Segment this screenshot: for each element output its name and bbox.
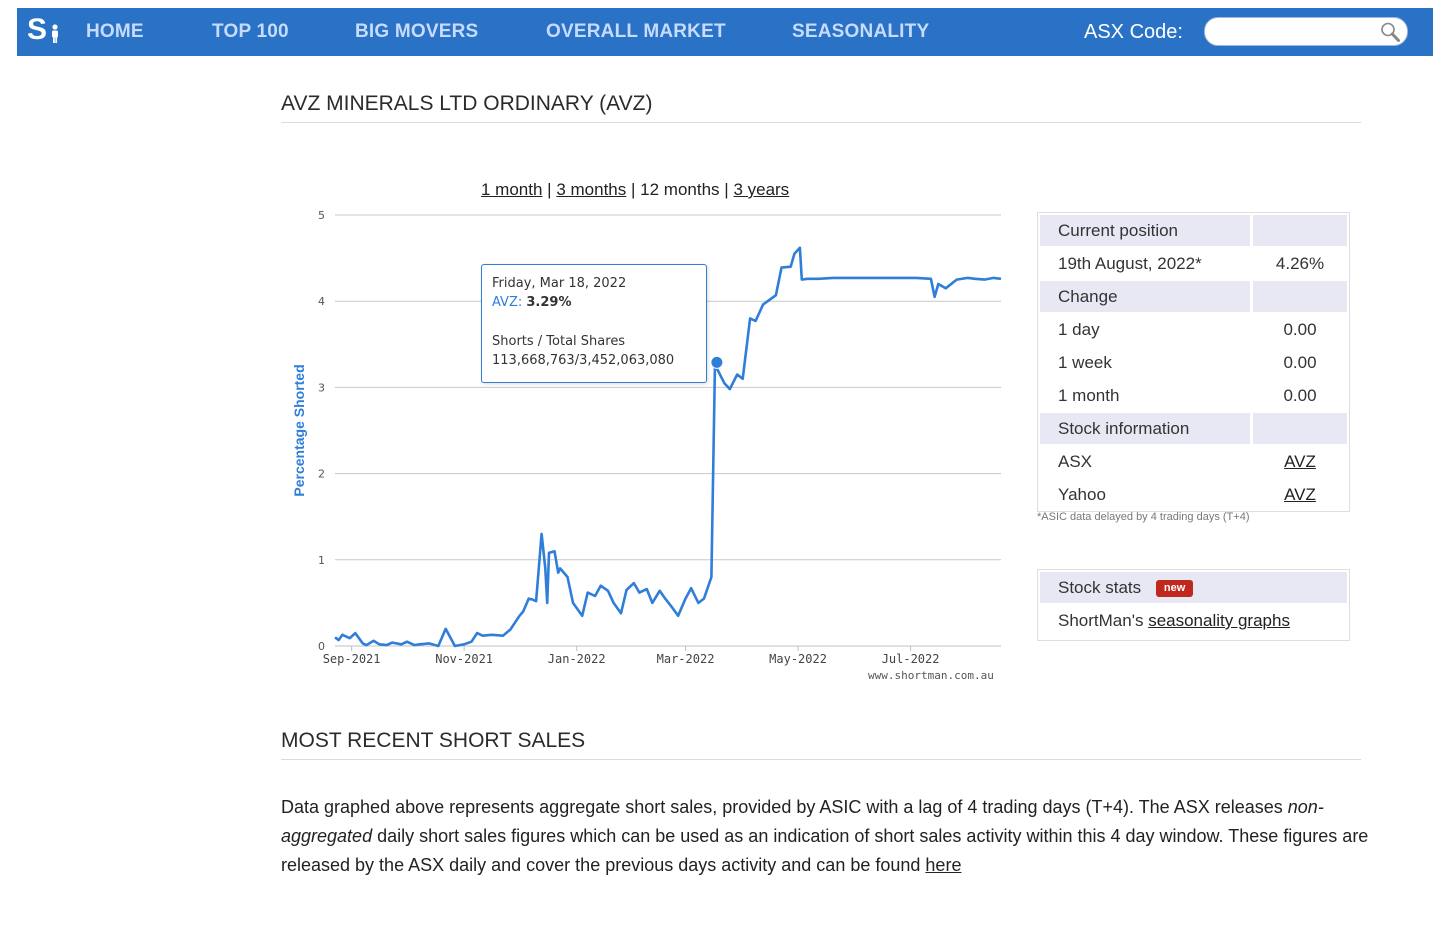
asic-delay-note: *ASIC data delayed by 4 trading days (T+…: [1037, 511, 1250, 523]
range-separator: |: [547, 180, 552, 199]
change-value: 0.00: [1283, 353, 1317, 372]
paragraph-emphasis: non-aggregated: [281, 797, 1324, 846]
paragraph-text: Data graphed above represents aggregate …: [281, 797, 1283, 817]
stock-stats-panel: Stock stats new ShortMan's seasonality g…: [1037, 569, 1350, 641]
seasonality-graphs-link[interactable]: seasonality graphs: [1148, 611, 1290, 630]
tooltip-value: 3.29%: [526, 295, 572, 310]
short-position-chart[interactable]: 0 1 2 3 4 5 Sep-2021 Nov-2021 Jan-2022 Mar-2022 Ma…: [285, 200, 1015, 670]
change-period: 1 month: [1058, 386, 1120, 405]
logo-letter: S: [27, 13, 48, 46]
x-tick-label: Nov-2021: [435, 652, 493, 666]
top-nav-bar: S HOME TOP 100 BIG MOVERS OVERALL MARKET…: [17, 8, 1433, 56]
tooltip-detail: 113,668,763/3,452,063,080: [492, 353, 675, 368]
x-tick-label: Jan-2022: [548, 652, 606, 666]
current-position-row: 19th August, 2022* 4.26%: [1040, 248, 1347, 279]
nav-seasonality[interactable]: SEASONALITY: [792, 21, 930, 42]
highlight-point: [710, 355, 724, 369]
asx-code-input[interactable]: [1215, 21, 1379, 43]
y-tick-label: 3: [318, 381, 325, 394]
stock-link-source: Yahoo: [1058, 485, 1106, 504]
recent-short-sales-text: Data graphed above represents aggregate …: [281, 793, 1371, 880]
paragraph-text: These figures are released by the ASX da…: [281, 826, 1369, 875]
current-position-header: Current position: [1040, 215, 1347, 246]
change-header: Change: [1040, 281, 1347, 312]
stock-link-row-asx: ASX AVZ: [1040, 446, 1347, 477]
asx-short-sales-link[interactable]: here: [925, 855, 962, 875]
nav-top-100[interactable]: TOP 100: [212, 21, 289, 42]
asx-stock-link[interactable]: AVZ: [1284, 452, 1316, 471]
x-tick-label: Sep-2021: [323, 652, 381, 666]
x-tick-label: Jul-2022: [882, 652, 940, 666]
search-icon[interactable]: [1379, 21, 1401, 43]
site-logo[interactable]: S: [27, 13, 63, 48]
chart-tooltip: Friday, Mar 18, 2022 AVZ: 3.29% Shorts /…: [481, 264, 707, 383]
change-period: 1 day: [1058, 320, 1100, 339]
recent-short-sales-title: MOST RECENT SHORT SALES: [281, 729, 1361, 760]
change-row-1-month: 1 month 0.00: [1040, 380, 1347, 411]
stock-link-source: ASX: [1058, 452, 1093, 471]
stock-stats-header: Stock stats new: [1040, 572, 1347, 603]
yahoo-stock-link[interactable]: AVZ: [1284, 485, 1316, 504]
paragraph-text: daily short sales figures which can be u…: [377, 826, 1224, 846]
seasonality-prefix: ShortMan's: [1058, 611, 1144, 630]
chart-range-selector: 1 month | 3 months | 12 months | 3 years: [481, 180, 789, 200]
change-period: 1 week: [1058, 353, 1112, 372]
range-separator: |: [631, 180, 636, 199]
tooltip-label: Shorts / Total Shares: [492, 334, 626, 349]
y-tick-label: 0: [318, 640, 325, 653]
tooltip-series: AVZ: [492, 295, 518, 310]
range-12-months-selected: 12 months: [640, 180, 720, 199]
nav-big-movers[interactable]: BIG MOVERS: [355, 21, 479, 42]
stock-info-header: Stock information: [1040, 413, 1347, 444]
nav-home[interactable]: HOME: [86, 21, 144, 42]
range-separator: |: [724, 180, 729, 199]
change-label: Change: [1040, 281, 1250, 312]
short-position-line: [334, 246, 1002, 648]
asx-code-search: [1204, 17, 1408, 46]
change-row-1-week: 1 week 0.00: [1040, 347, 1347, 378]
current-position-value: 4.26%: [1275, 254, 1325, 273]
tooltip-date: Friday, Mar 18, 2022: [492, 276, 627, 291]
y-tick-label: 4: [318, 295, 325, 308]
asx-code-label: ASX Code:: [1084, 21, 1183, 43]
y-tick-label: 2: [318, 468, 325, 481]
stock-info-label: Stock information: [1040, 413, 1250, 444]
seasonality-line: ShortMan's seasonality graphs: [1058, 611, 1290, 631]
tooltip-value-line: AVZ: 3.29%: [492, 295, 572, 310]
chart-credit[interactable]: www.shortman.com.au: [868, 669, 994, 682]
x-tick-label: Mar-2022: [657, 652, 715, 666]
change-row-1-day: 1 day 0.00: [1040, 314, 1347, 345]
y-axis-title: Percentage Shorted: [291, 364, 307, 496]
logo-person-icon: [52, 24, 58, 43]
y-tick-label: 5: [318, 209, 325, 222]
range-1-month[interactable]: 1 month: [481, 180, 543, 199]
y-tick-label: 1: [318, 554, 325, 567]
range-3-years[interactable]: 3 years: [733, 180, 790, 199]
current-position-date: 19th August, 2022*: [1058, 254, 1202, 273]
range-3-months[interactable]: 3 months: [556, 180, 627, 199]
stats-panel: Current position 19th August, 2022* 4.26…: [1037, 212, 1350, 512]
new-badge: new: [1155, 580, 1194, 597]
page-title: AVZ MINERALS LTD ORDINARY (AVZ): [281, 92, 1361, 123]
nav-overall-market[interactable]: OVERALL MARKET: [546, 21, 726, 42]
current-position-label: Current position: [1040, 215, 1250, 246]
stock-stats-title: Stock stats: [1058, 578, 1142, 597]
stock-link-row-yahoo: Yahoo AVZ: [1040, 479, 1347, 510]
change-value: 0.00: [1283, 386, 1317, 405]
x-tick-label: May-2022: [769, 652, 827, 666]
change-value: 0.00: [1283, 320, 1317, 339]
